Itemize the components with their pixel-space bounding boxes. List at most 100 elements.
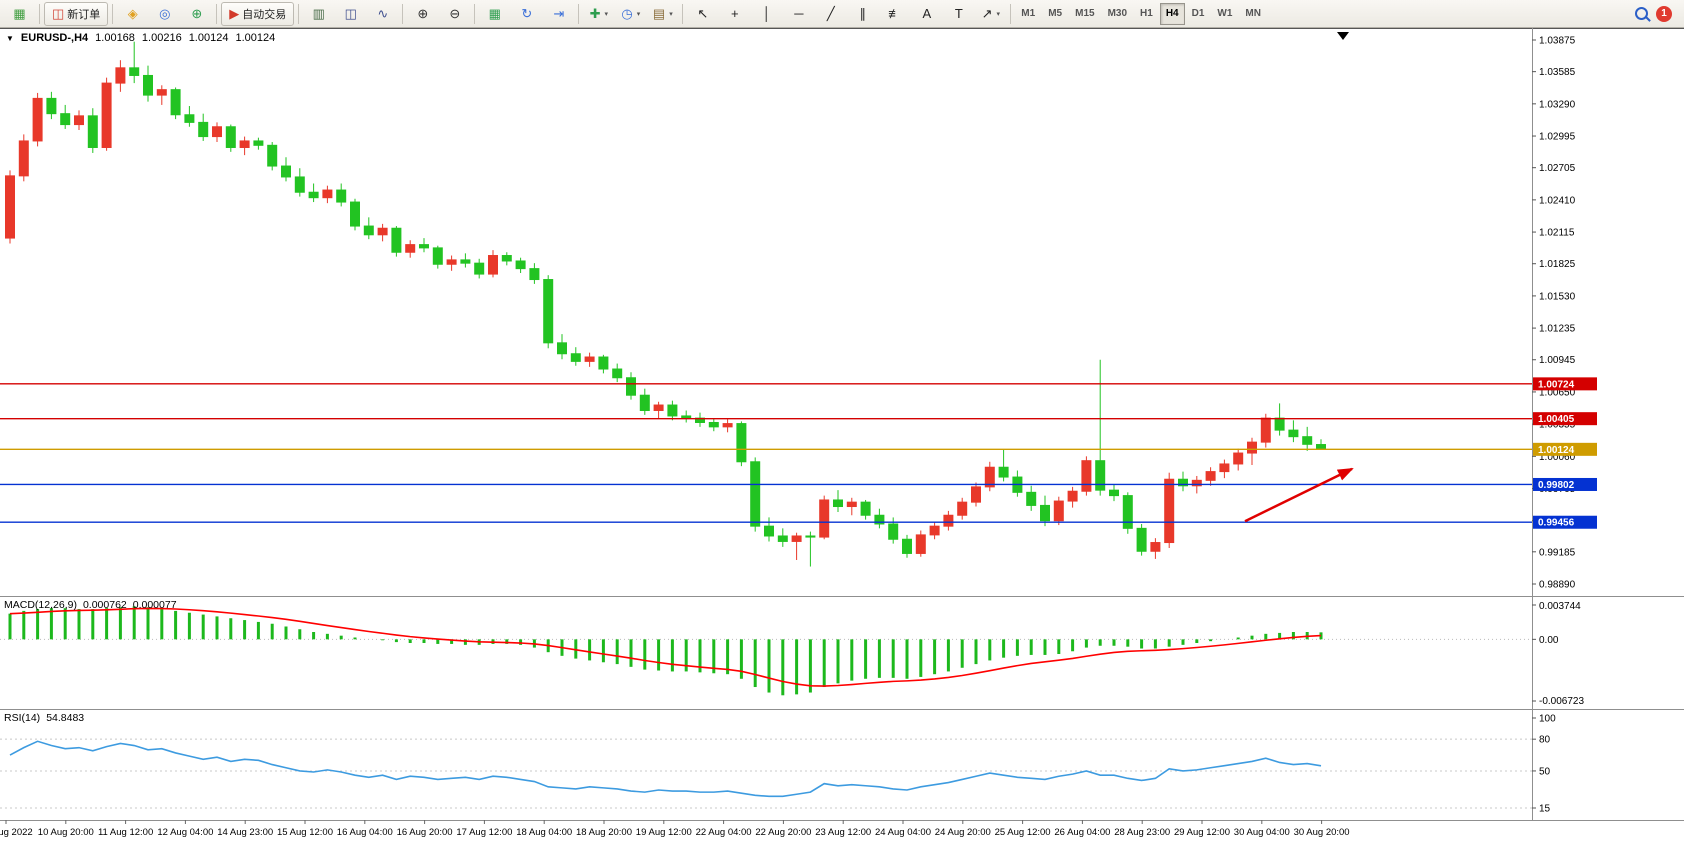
- svg-text:1.02705: 1.02705: [1539, 163, 1576, 174]
- arrow-objects-icon: ↗: [981, 6, 993, 21]
- web-terminal-button[interactable]: ⊕: [181, 2, 212, 26]
- candle: [1164, 478, 1175, 544]
- templates-button[interactable]: ▤ ▾: [647, 2, 678, 26]
- notification-badge[interactable]: 1: [1656, 5, 1672, 22]
- toolbar-separator: [474, 3, 476, 24]
- svg-text:14 Aug 23:00: 14 Aug 23:00: [217, 827, 273, 838]
- candle: [377, 227, 388, 236]
- candle: [639, 394, 650, 411]
- resistance-line-1-price-label: 1.00724: [1533, 377, 1597, 391]
- history-center-button[interactable]: ◈: [117, 2, 148, 26]
- candle: [350, 201, 360, 227]
- new-chart-button[interactable]: ▦: [4, 2, 35, 26]
- macd-panel: 0.003744 0.00 -0.006723: [0, 601, 1584, 707]
- toolbar-separator: [39, 3, 40, 24]
- toolbar-separator: [682, 3, 684, 24]
- fibonacci-button[interactable]: ≢: [879, 2, 910, 26]
- svg-text:80: 80: [1539, 735, 1551, 746]
- time-axis[interactable]: 10 Aug 2022 10 Aug 20:00 11 Aug 12:00 12 Au…: [0, 820, 1350, 838]
- svg-text:17 Aug 12:00: 17 Aug 12:00: [456, 827, 512, 838]
- candle: [667, 404, 678, 417]
- chart-shift-marker[interactable]: [1337, 32, 1349, 40]
- periods-button[interactable]: ◷ ▾: [615, 2, 646, 26]
- zoom-out-button[interactable]: ⊖: [439, 2, 470, 26]
- svg-text:16 Aug 20:00: 16 Aug 20:00: [397, 827, 453, 838]
- svg-text:1.01235: 1.01235: [1539, 324, 1576, 335]
- support-line-1-price-label: 0.99802: [1533, 477, 1597, 491]
- svg-text:1.01530: 1.01530: [1539, 291, 1576, 302]
- chart-canvas[interactable]: 1.03875 1.03585 1.03290 1.02995 1.02705 1.024…: [0, 28, 1684, 841]
- price-axis[interactable]: 1.03875 1.03585 1.03290 1.02995 1.02705 1.024…: [1532, 36, 1576, 591]
- candle: [405, 244, 416, 253]
- text-label-button[interactable]: T: [943, 2, 974, 26]
- candle: [60, 113, 71, 126]
- candle: [1122, 495, 1133, 529]
- candle: [322, 189, 333, 199]
- channel-button[interactable]: ∥: [847, 2, 878, 26]
- trendline-button[interactable]: ╱: [815, 2, 846, 26]
- candle: [1219, 463, 1230, 473]
- candle: [1136, 527, 1147, 552]
- candle: [5, 175, 15, 239]
- candle: [225, 126, 236, 148]
- crosshair-button[interactable]: +: [719, 2, 750, 26]
- candle: [1095, 460, 1106, 491]
- rsi-line: [9, 740, 1322, 798]
- rsi-name: RSI(14): [4, 712, 41, 724]
- candlestick-chart-button[interactable]: ◫: [335, 2, 366, 26]
- search-icon[interactable]: [1635, 7, 1648, 20]
- chart-dropdown-icon[interactable]: ▼: [6, 33, 14, 43]
- svg-text:1.00650: 1.00650: [1539, 387, 1576, 398]
- vertical-line-button[interactable]: │: [751, 2, 782, 26]
- text-label-icon: T: [954, 6, 963, 21]
- candle: [626, 377, 636, 396]
- tile-windows-button[interactable]: ▦: [479, 2, 510, 26]
- timeframe-m1-button[interactable]: M1: [1021, 8, 1036, 19]
- timeframe-d1-button[interactable]: D1: [1191, 8, 1205, 19]
- trend-arrow-annotation[interactable]: [1244, 467, 1354, 523]
- timeframe-m30-button[interactable]: M30: [1107, 8, 1128, 19]
- symbol-ohlc-header: ▼ EURUSD-,H4 1.00168 1.00216 1.00124 1.0…: [6, 32, 275, 44]
- auto-scroll-button[interactable]: ↻: [511, 2, 542, 26]
- macd-signal-value: 0.000077: [132, 599, 177, 611]
- timeframe-h1-button[interactable]: H1: [1140, 8, 1153, 19]
- timeframe-w1-button[interactable]: W1: [1217, 8, 1233, 19]
- svg-text:0.003744: 0.003744: [1539, 601, 1581, 612]
- svg-text:0.00: 0.00: [1539, 635, 1559, 646]
- line-chart-button[interactable]: ∿: [367, 2, 398, 26]
- text-button[interactable]: A: [911, 2, 942, 26]
- candle: [32, 97, 43, 142]
- new-order-button[interactable]: ◫ 新订单: [44, 1, 109, 26]
- candlestick-series: [5, 41, 1326, 567]
- contacts-button[interactable]: ◎: [149, 2, 180, 26]
- dropdown-caret-icon: ▾: [604, 10, 608, 18]
- timeframe-mn-button[interactable]: MN: [1245, 8, 1261, 19]
- zoom-in-button[interactable]: ⊕: [407, 2, 438, 26]
- timeframe-h4-button[interactable]: H4: [1159, 2, 1185, 25]
- candle: [902, 538, 912, 554]
- svg-text:12 Aug 04:00: 12 Aug 04:00: [157, 827, 213, 838]
- candle: [874, 514, 885, 525]
- timeframe-m15-button[interactable]: M15: [1075, 8, 1095, 19]
- svg-text:1.02995: 1.02995: [1539, 132, 1576, 143]
- indicators-button[interactable]: ✚ ▾: [583, 2, 614, 26]
- arrow-objects-button[interactable]: ↗ ▾: [975, 2, 1006, 26]
- candle: [1316, 444, 1326, 450]
- candle: [1205, 471, 1216, 481]
- svg-text:1.00945: 1.00945: [1539, 355, 1576, 366]
- svg-text:0.99802: 0.99802: [1538, 480, 1575, 491]
- bar-chart-button[interactable]: ▥: [303, 2, 334, 26]
- rsi-indicator-label: RSI(14) 54.8483: [4, 712, 84, 724]
- auto-trading-icon: ▶: [229, 6, 240, 21]
- cursor-button[interactable]: ↖: [687, 2, 718, 26]
- timeframe-m5-button[interactable]: M5: [1048, 8, 1063, 19]
- candle: [612, 368, 623, 379]
- indicators-icon: ✚: [589, 6, 601, 21]
- new-order-label: 新订单: [67, 8, 101, 21]
- horizontal-line-button[interactable]: ─: [783, 2, 814, 26]
- auto-trading-button[interactable]: ▶ 自动交易: [221, 1, 295, 26]
- candle: [543, 279, 554, 344]
- candle: [363, 225, 374, 236]
- candle: [1274, 417, 1285, 431]
- chart-shift-button[interactable]: ⇥: [543, 2, 574, 26]
